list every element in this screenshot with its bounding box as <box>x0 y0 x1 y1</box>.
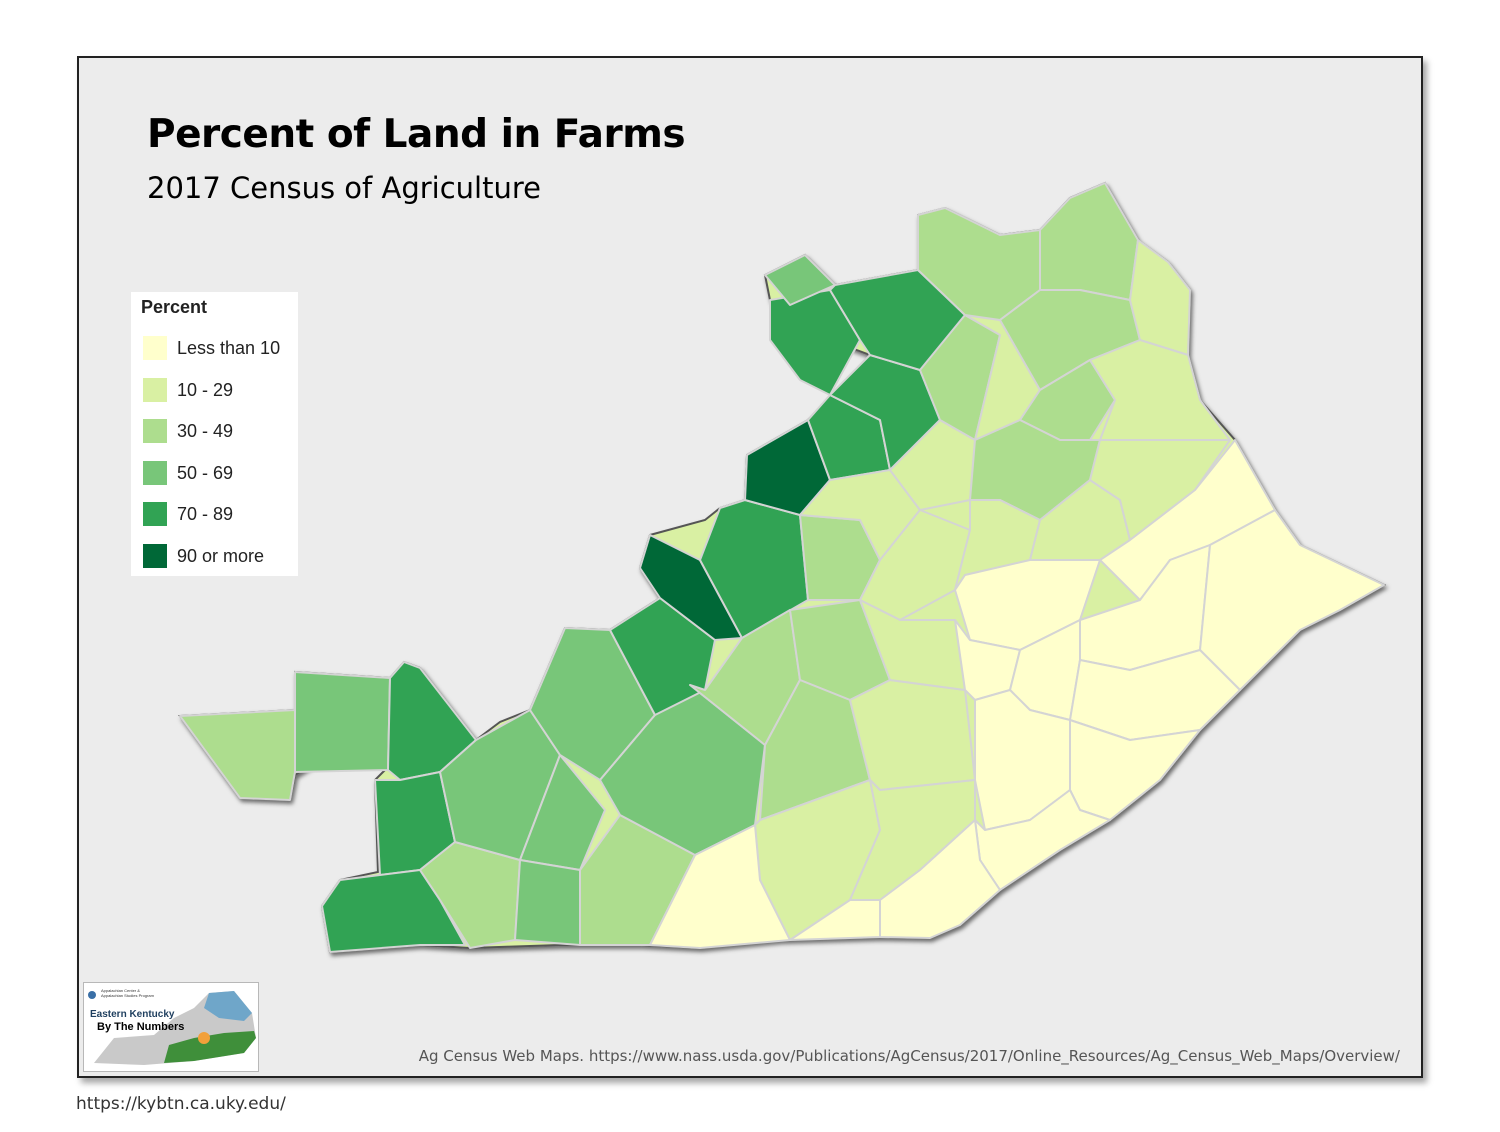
legend-label: Less than 10 <box>177 338 281 358</box>
legend-label: 90 or more <box>177 546 265 566</box>
county-37 <box>1039 182 1139 301</box>
map-subtitle: 2017 Census of Agriculture <box>147 171 541 205</box>
ekbtn-logo[interactable]: Appalachian Center & Appalachian Studies… <box>83 982 259 1072</box>
legend-item-90-or-more: 90 or more <box>143 544 298 570</box>
footer-url[interactable]: https://kybtn.ca.uky.edu/ <box>76 1094 286 1114</box>
county-41 <box>1089 339 1231 441</box>
legend-item-50-69: 50 - 69 <box>143 461 298 487</box>
legend-label: 50 - 69 <box>177 463 234 483</box>
legend-swatch <box>143 544 167 568</box>
county-50 <box>1199 509 1385 691</box>
county-13 <box>609 597 716 716</box>
logo-line-1: Eastern Kentucky <box>90 1009 175 1020</box>
legend-item-10-29: 10 - 29 <box>143 378 298 404</box>
legend-swatch <box>143 419 167 443</box>
source-citation: Ag Census Web Maps. https://www.nass.usd… <box>418 1047 1400 1065</box>
legend-swatch <box>143 502 167 526</box>
legend-item-70-89: 70 - 89 <box>143 502 298 528</box>
county-1 <box>179 709 296 801</box>
legend-label: 70 - 89 <box>177 504 234 524</box>
legend-label: 10 - 29 <box>177 380 234 400</box>
logo-line-2: By The Numbers <box>97 1021 185 1033</box>
county-2 <box>294 671 391 773</box>
county-57 <box>789 899 881 941</box>
legend-label: 30 - 49 <box>177 421 234 441</box>
logo-small-text: Appalachian Center & Appalachian Studies… <box>101 988 154 998</box>
county-52 <box>1069 649 1241 741</box>
county-29 <box>849 679 976 791</box>
county-39 <box>1129 239 1191 356</box>
legend-title: Percent <box>141 297 208 317</box>
county-28 <box>649 824 791 949</box>
map-legend: Percent Less than 10 10 - 29 30 - 49 50 … <box>131 292 298 576</box>
legend-swatch <box>143 378 167 402</box>
map-title: Percent of Land in Farms <box>147 112 686 157</box>
kentucky-logo-graphic <box>88 991 256 1065</box>
legend-item-30-49: 30 - 49 <box>143 419 298 445</box>
legend-swatch <box>143 336 167 360</box>
county-9 <box>514 859 581 946</box>
county-56 <box>879 819 1001 939</box>
legend-item-less-than-10: Less than 10 <box>143 336 298 362</box>
legend-swatch <box>143 461 167 485</box>
